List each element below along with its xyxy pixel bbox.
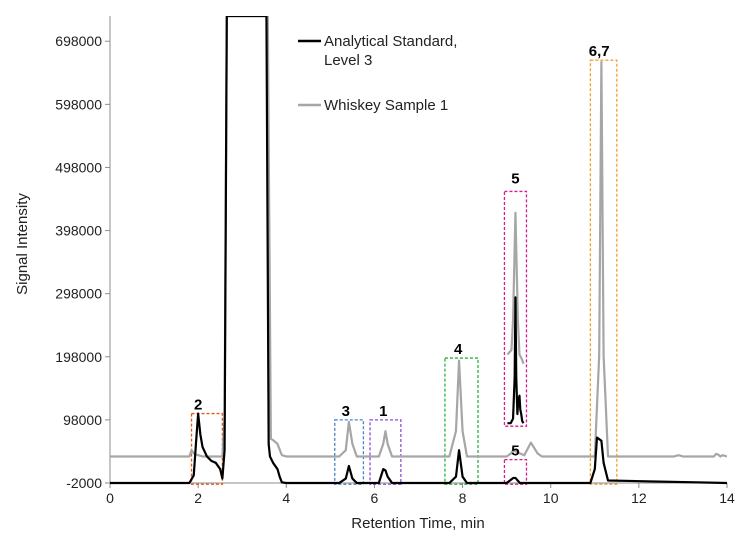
- inset-label-5: 5: [511, 170, 519, 187]
- x-tick-label: 8: [459, 490, 467, 506]
- y-tick-label: 698000: [55, 33, 102, 49]
- peak-annotation-boxes: [190, 59, 618, 485]
- legend-label-whiskey: Whiskey Sample 1: [324, 97, 448, 114]
- x-tick-label: 6: [371, 490, 379, 506]
- series-line-analytical-standard: [110, 16, 727, 485]
- legend-label-standard: Analytical Standard, Level 3: [324, 33, 457, 69]
- x-tick-label: 4: [282, 490, 290, 506]
- y-tick-label: 198000: [55, 349, 102, 365]
- peak-label-6-7: 6,7: [589, 43, 610, 60]
- y-tick-label: 398000: [55, 223, 102, 239]
- peak-box-5: [503, 458, 528, 485]
- x-tick-label: 14: [719, 490, 735, 506]
- peak-label-2: 2: [194, 397, 202, 414]
- peak-box-3: [334, 419, 365, 485]
- series-line-whiskey-sample: [110, 16, 727, 458]
- y-tick-label: 98000: [63, 412, 102, 428]
- y-axis: -2000 98000 198000 298000 398000 498000 598000…: [55, 16, 111, 491]
- y-tick-label: -2000: [66, 475, 102, 491]
- peak-label-3: 3: [342, 403, 350, 420]
- legend: Analytical Standard, Level 3 Whiskey Samp…: [298, 33, 457, 114]
- peak-label-4: 4: [454, 341, 463, 358]
- x-tick-label: 2: [194, 490, 202, 506]
- chromatogram-series: [110, 16, 727, 485]
- peak-labels: 2 3 1 4 5 6,7: [194, 43, 610, 459]
- x-axis: 0 2 4 6 8 10 12 14: [106, 482, 735, 506]
- peak-box-1: [369, 419, 402, 485]
- y-tick-label: 498000: [55, 159, 102, 175]
- peak-label-5: 5: [511, 443, 519, 460]
- x-tick-label: 12: [631, 490, 647, 506]
- peak-box-4: [444, 357, 479, 485]
- peak-5-inset: 5: [503, 170, 528, 427]
- x-tick-label: 0: [106, 490, 114, 506]
- x-tick-label: 10: [543, 490, 559, 506]
- y-axis-title: Signal Intensity: [14, 193, 31, 295]
- y-tick-label: 298000: [55, 286, 102, 302]
- y-tick-label: 598000: [55, 96, 102, 112]
- x-axis-title: Retention Time, min: [351, 515, 484, 532]
- peak-label-1: 1: [379, 403, 387, 420]
- inset-series-whiskey-sample: [506, 211, 525, 365]
- inset-series-analytical-standard: [507, 296, 525, 425]
